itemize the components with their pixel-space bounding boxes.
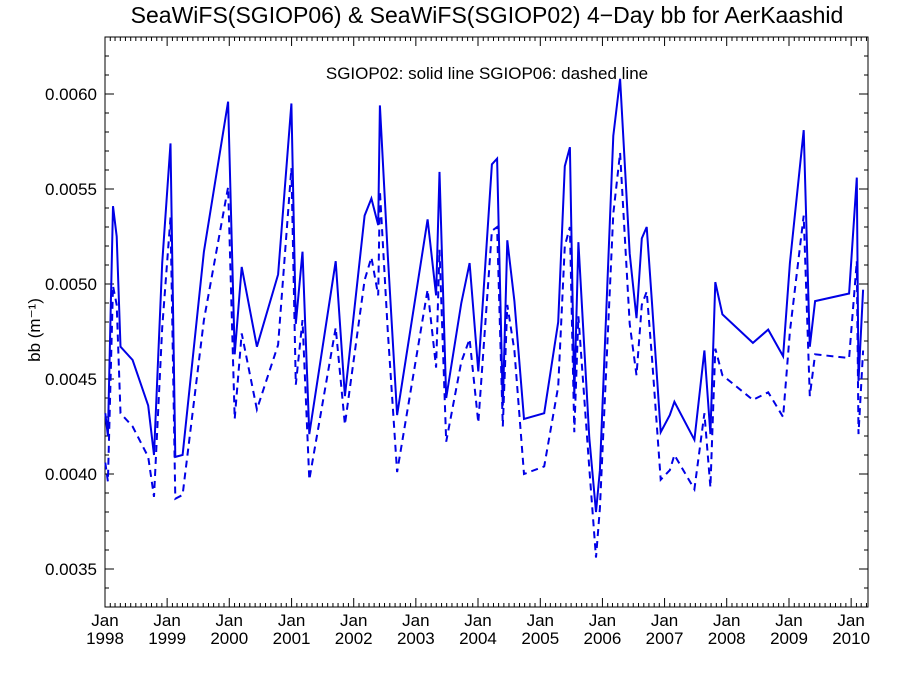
x-tick-month-label: Jan xyxy=(651,611,678,630)
x-tick-year-label: 2006 xyxy=(584,629,622,648)
x-tick-year-label: 1999 xyxy=(148,629,186,648)
plot-frame xyxy=(104,36,869,608)
x-tick-month-label: Jan xyxy=(216,611,243,630)
x-tick-year-label: 2002 xyxy=(335,629,373,648)
x-tick-year-label: 2004 xyxy=(459,629,497,648)
x-tick-year-label: 2007 xyxy=(646,629,684,648)
x-tick-year-label: 2005 xyxy=(521,629,559,648)
x-tick-month-label: Jan xyxy=(775,611,802,630)
series-annotation: SGIOP02: solid line SGIOP06: dashed line xyxy=(326,64,648,83)
y-tick-label: 0.0060 xyxy=(45,85,97,104)
x-tick-month-label: Jan xyxy=(278,611,305,630)
y-tick-label: 0.0055 xyxy=(45,180,97,199)
y-tick-label: 0.0050 xyxy=(45,275,97,294)
x-tick-year-label: 2009 xyxy=(770,629,808,648)
y-tick-label: 0.0035 xyxy=(45,560,97,579)
x-tick-year-label: 2001 xyxy=(273,629,311,648)
x-tick-year-label: 1998 xyxy=(86,629,124,648)
x-tick-year-label: 2003 xyxy=(397,629,435,648)
chart-title: SeaWiFS(SGIOP06) & SeaWiFS(SGIOP02) 4−Da… xyxy=(131,2,844,28)
x-tick-year-label: 2000 xyxy=(210,629,248,648)
plot-area: 0.00350.00400.00450.00500.00550.0060Jan1… xyxy=(45,36,870,648)
x-tick-month-label: Jan xyxy=(837,611,864,630)
x-tick-month-label: Jan xyxy=(340,611,367,630)
y-tick-label: 0.0040 xyxy=(45,465,97,484)
x-tick-month-label: Jan xyxy=(91,611,118,630)
x-tick-month-label: Jan xyxy=(527,611,554,630)
x-tick-month-label: Jan xyxy=(464,611,491,630)
x-tick-month-label: Jan xyxy=(153,611,180,630)
y-axis-label: bb (m⁻¹) xyxy=(25,298,44,362)
x-tick-month-label: Jan xyxy=(713,611,740,630)
series-line-sgiop02 xyxy=(104,78,865,513)
x-tick-year-label: 2008 xyxy=(708,629,746,648)
x-tick-year-label: 2010 xyxy=(832,629,870,648)
y-tick-label: 0.0045 xyxy=(45,370,97,389)
series-line-sgiop06 xyxy=(104,152,865,558)
x-tick-month-label: Jan xyxy=(589,611,616,630)
x-tick-month-label: Jan xyxy=(402,611,429,630)
